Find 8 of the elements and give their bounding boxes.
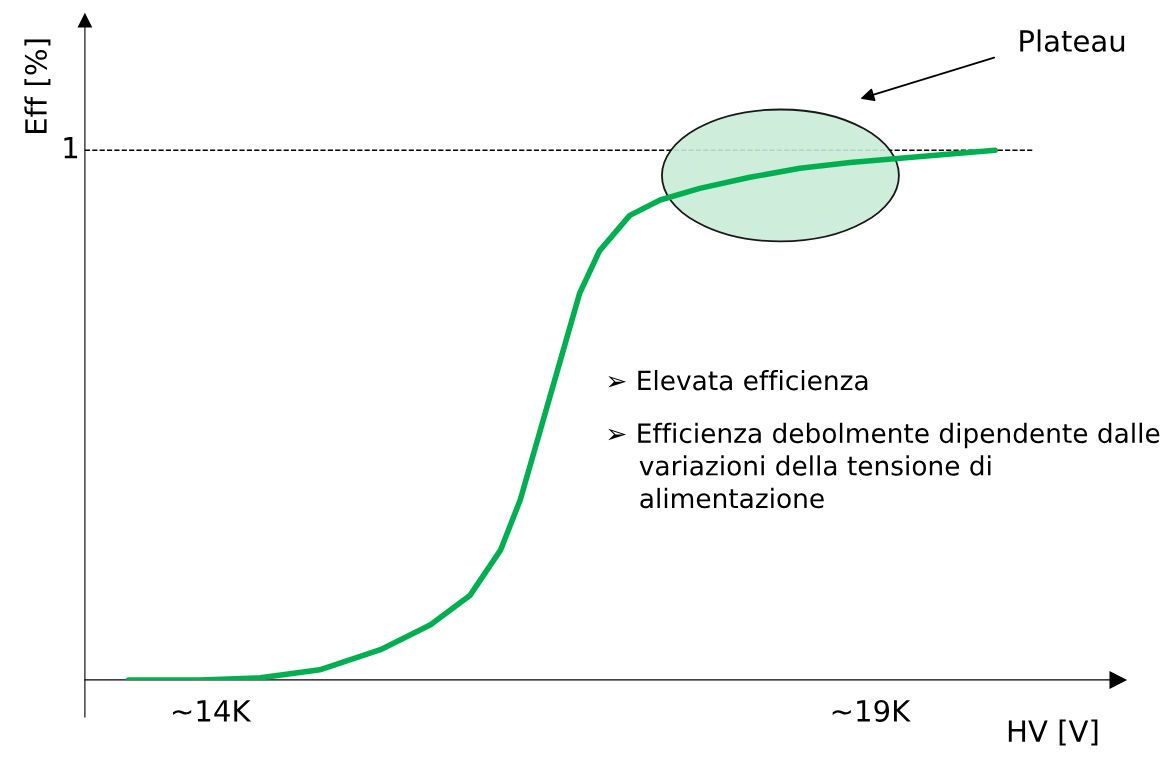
x-axis-title: HV [V]: [1008, 719, 1098, 746]
annotation: ➢ Elevata efficienza: [608, 369, 868, 391]
x-tick-label: ~14K: [172, 700, 252, 722]
text: Plateau: [1020, 29, 1125, 53]
x-tick-label: ~19K: [832, 699, 911, 722]
annotation: ➢ Efficienza debolmente dipendente dalle variazioni della tensione di alimentazione: [608, 422, 1160, 509]
y-axis-title: Eff [%]: [24, 39, 51, 133]
ref-line-label: 1: [64, 137, 78, 159]
